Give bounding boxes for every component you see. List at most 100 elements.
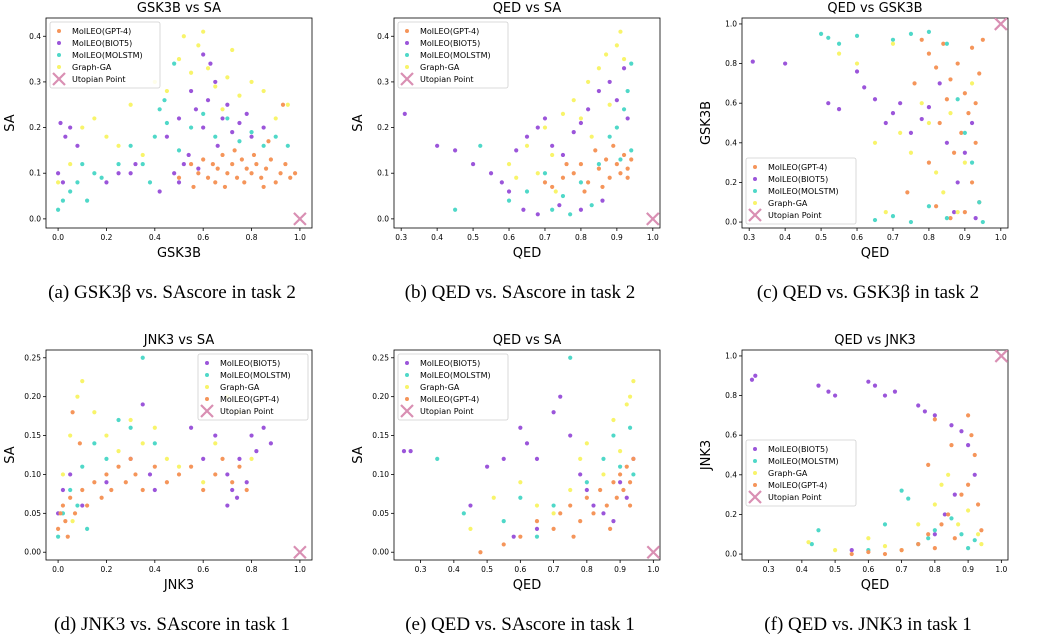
scatter-point: [862, 85, 867, 90]
scatter-point: [596, 166, 601, 171]
scatter-point: [955, 210, 960, 215]
scatter-point: [932, 502, 937, 507]
scatter-point: [949, 423, 954, 428]
legend-marker: [405, 361, 409, 365]
y-tick-label: 0.2: [377, 123, 389, 132]
scatter-point: [261, 184, 266, 190]
legend-label: MolLEO(BIOT5): [420, 359, 480, 368]
y-axis-label: SA: [3, 114, 18, 131]
scatter-point: [973, 215, 978, 221]
legend-marker: [205, 385, 209, 389]
scatter-point: [278, 171, 283, 176]
y-tick-label: 0.2: [725, 510, 737, 519]
scatter-point: [534, 534, 540, 539]
scatter-point: [534, 519, 540, 524]
scatter-point: [872, 97, 878, 102]
scatter-point: [116, 143, 121, 148]
scatter-point: [261, 88, 266, 94]
x-tick-label: 0.6: [514, 565, 526, 574]
scatter-point: [593, 148, 598, 153]
scatter-point: [220, 107, 225, 112]
scatter-point: [959, 532, 964, 537]
scatter-point: [534, 526, 540, 531]
scatter-point: [70, 410, 75, 415]
y-tick-label: 0.10: [372, 470, 389, 479]
legend-marker: [205, 361, 209, 365]
scatter-point: [560, 152, 566, 158]
legend-marker: [753, 189, 757, 193]
legend-marker: [57, 65, 61, 69]
scatter-point: [962, 91, 967, 96]
y-tick-label: 0.0: [377, 214, 389, 223]
scatter-point: [946, 472, 951, 477]
legend: MolLEO(BIOT5) MolLEO(MOLSTM) Graph-GA MolLE…: [397, 353, 509, 421]
plot-frame: [393, 349, 661, 561]
scatter-point: [627, 480, 633, 485]
scatter-point: [578, 472, 583, 477]
series-utopian-point: [994, 18, 1008, 31]
scatter-point: [176, 148, 182, 153]
legend-label: MolLEO(BIOT5): [768, 175, 828, 184]
scatter-point: [952, 492, 957, 497]
scatter-point: [201, 111, 206, 116]
utopian-point-marker: [646, 212, 660, 226]
legend: MolLEO(GPT-4) MolLEO(BIOT5) MolLEO(MOLSTM)…: [49, 21, 161, 89]
scatter-point: [104, 456, 109, 461]
scatter-point: [926, 120, 932, 126]
scatter-point: [550, 152, 555, 158]
scatter-point: [833, 547, 838, 553]
scatter-point: [972, 452, 977, 458]
x-axis-label: QED: [861, 578, 889, 593]
scatter-point: [558, 511, 563, 516]
scatter-point: [288, 175, 293, 180]
scatter-point: [249, 130, 254, 135]
scatter-point: [624, 495, 629, 500]
scatter-point: [176, 180, 182, 185]
scatter-point: [614, 495, 619, 500]
legend-label: MolLEO(GPT-4): [220, 395, 279, 404]
scatter-point: [944, 140, 949, 145]
scatter-point: [932, 546, 937, 551]
scatter-point: [176, 56, 182, 62]
scatter-point: [604, 503, 609, 508]
y-tick-label: 1.0: [725, 351, 737, 360]
scatter-point: [506, 198, 512, 203]
scatter-point: [140, 161, 145, 167]
scatter-point: [826, 101, 831, 106]
legend-marker: [400, 404, 414, 418]
series-molleo-molstm: [435, 355, 636, 539]
plot-frame: [45, 17, 313, 229]
scatter-point: [213, 180, 218, 185]
scatter-point: [181, 34, 186, 39]
scatter-point: [92, 480, 97, 485]
scatter-point: [70, 519, 75, 524]
y-tick-label: 0.00: [372, 548, 389, 557]
scatter-point: [951, 150, 957, 155]
scatter-point: [164, 480, 170, 485]
scatter-point: [618, 480, 623, 485]
scatter-point: [157, 107, 162, 112]
scatter-point: [249, 134, 254, 139]
chart-panel-3: QED vs GSK3B 0.3 0.4 0.5 0.6 0.7 0.8 0.9 1.0 0.0 0…: [696, 0, 1043, 303]
scatter-point: [60, 472, 66, 477]
scatter-point: [92, 116, 97, 121]
scatter-point: [578, 116, 584, 121]
plot-frame: [45, 349, 313, 561]
scatter-point: [866, 379, 871, 384]
scatter-point: [283, 161, 288, 167]
scatter-point: [600, 184, 605, 190]
scatter-chart: QED vs GSK3B 0.3 0.4 0.5 0.6 0.7 0.8 0.9 1.0 0.0 0…: [699, 1, 1009, 261]
scatter-point: [980, 37, 985, 42]
legend-label: MolLEO(BIOT5): [768, 445, 828, 454]
legend-marker: [205, 373, 209, 377]
scatter-point: [629, 61, 634, 66]
scatter-point: [944, 215, 949, 221]
scatter-point: [213, 84, 218, 89]
scatter-point: [104, 472, 109, 477]
scatter-point: [627, 503, 633, 508]
scatter-point: [854, 69, 860, 74]
x-tick-label: 1.0: [647, 565, 659, 574]
x-tick-label: 0.5: [481, 565, 493, 574]
scatter-point: [60, 503, 66, 508]
y-tick-label: 0.05: [372, 509, 389, 518]
